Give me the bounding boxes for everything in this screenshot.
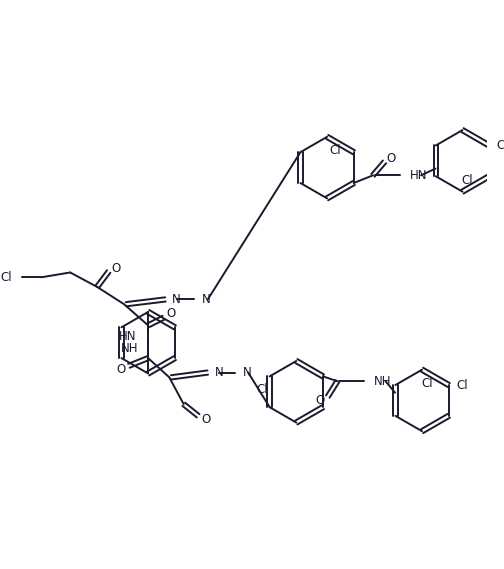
Text: O: O: [201, 413, 211, 426]
Text: O: O: [387, 152, 396, 166]
Text: N: N: [242, 366, 251, 379]
Text: N: N: [215, 366, 223, 379]
Text: O: O: [116, 363, 126, 376]
Text: O: O: [316, 394, 325, 407]
Text: Cl: Cl: [1, 271, 13, 284]
Text: Cl: Cl: [256, 384, 268, 397]
Text: Cl: Cl: [457, 378, 468, 391]
Text: N: N: [202, 293, 211, 306]
Text: O: O: [112, 262, 121, 275]
Text: N: N: [172, 293, 181, 306]
Text: Cl: Cl: [462, 174, 473, 187]
Text: NH: NH: [374, 375, 392, 387]
Text: Cl: Cl: [421, 377, 433, 390]
Text: HN: HN: [119, 331, 137, 344]
Text: O: O: [167, 307, 176, 320]
Text: Cl: Cl: [497, 139, 504, 152]
Text: HN: HN: [410, 169, 427, 182]
Text: NH: NH: [121, 342, 139, 355]
Text: Cl: Cl: [329, 144, 341, 157]
